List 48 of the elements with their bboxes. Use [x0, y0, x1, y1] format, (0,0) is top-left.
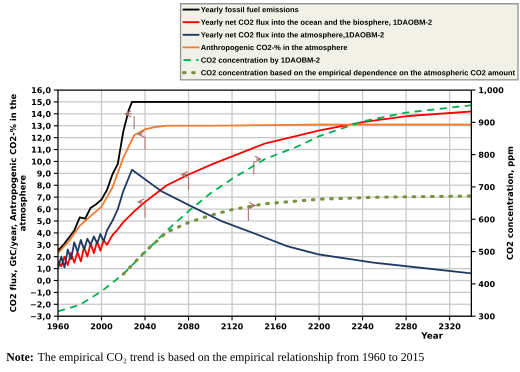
text: Note: [6, 353, 33, 362]
x-tick-label: 2200 [308, 323, 330, 330]
y-tick-label: 2,0 [37, 254, 51, 261]
y-tick-label: 1,0 [38, 266, 51, 273]
y-tick-label: 14,0 [32, 110, 51, 118]
y2-tick-label: 500 [478, 248, 495, 255]
y2-tick-label: 1,000 [479, 87, 504, 94]
y-axis-title: CO2 flux, GtC/year, Antropogenic CO2-% in the atmosphere [10, 94, 28, 312]
y-tick-label: 8,0 [37, 182, 51, 190]
y-tick-label: −1,0 [30, 289, 51, 297]
y-tick-label: 7,0 [37, 194, 51, 202]
x-tick-label: 2320 [439, 323, 460, 330]
x-tick-label: 1960 [48, 323, 69, 330]
y-tick-label: −3,0 [30, 313, 51, 320]
x-axis-title: Year [421, 332, 443, 339]
y2-tick-label: 600 [478, 216, 495, 222]
y-tick-label: 0,0 [37, 278, 51, 285]
y-tick-label: 16,0 [32, 87, 51, 94]
line-series [58, 168, 472, 274]
y-tick-label: 6,0 [37, 206, 51, 214]
y2-tick-label: 300 [478, 313, 495, 320]
line-series [58, 104, 472, 312]
y-tick-label: 3,0 [37, 242, 51, 249]
line-series [58, 110, 472, 268]
y-tick-label: 9,0 [37, 170, 51, 178]
y2-tick-label: 400 [478, 280, 495, 288]
y-tick-label: 11,0 [32, 146, 51, 154]
y2-tick-label: 900 [478, 119, 495, 126]
text: The empirical CO₂ trend is based on the empirical relationship from 1960 to 2015 [38, 352, 424, 364]
y-tick-label: −2,0 [30, 301, 51, 308]
y-tick-label: 12,0 [32, 134, 51, 142]
y-tick-label: 4,0 [37, 230, 51, 238]
y-tick-label: 5,0 [37, 218, 51, 226]
y-tick-label: 15,0 [32, 99, 51, 106]
y2-axis-title: CO2 concentration, ppm [506, 146, 515, 260]
line-series [58, 124, 472, 254]
x-tick-label: 2000 [90, 323, 112, 330]
y-tick-label: 13,0 [32, 122, 51, 130]
x-tick-label: 2040 [134, 323, 156, 330]
y2-tick-label: 700 [478, 184, 495, 190]
line-series [122, 194, 472, 276]
y2-tick-label: 800 [478, 152, 495, 158]
x-tick-label: 2160 [264, 323, 286, 330]
x-tick-label: 2240 [352, 323, 374, 330]
x-tick-label: 2080 [178, 323, 200, 330]
x-tick-label: 2120 [221, 323, 243, 330]
y-tick-label: 10,0 [32, 158, 51, 166]
x-tick-label: 2280 [396, 323, 417, 330]
